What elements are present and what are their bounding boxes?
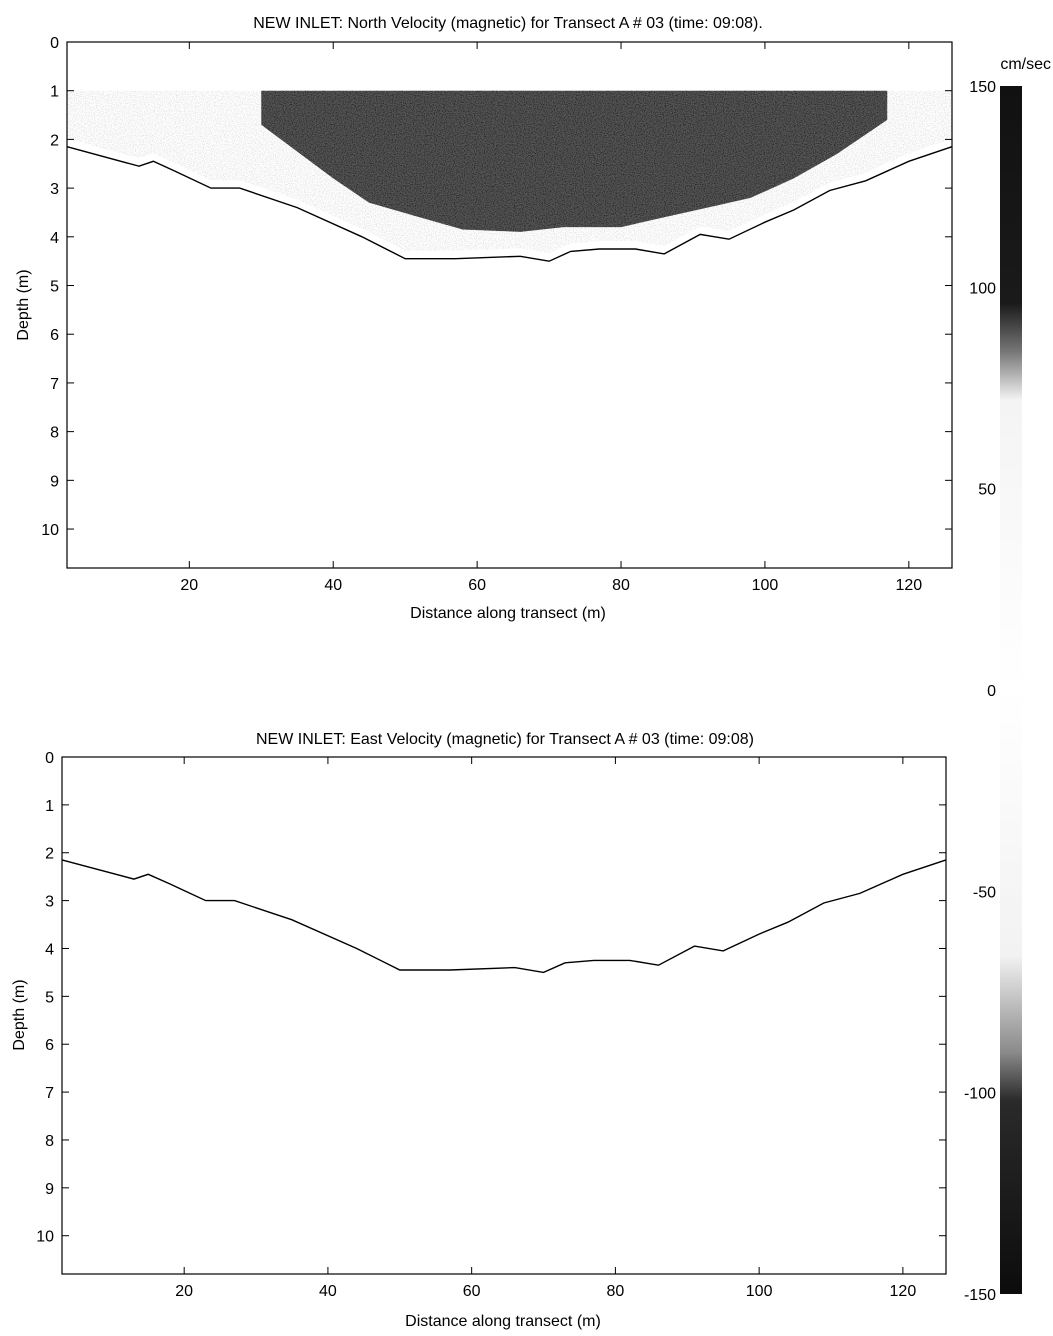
y-tick-label: 5 xyxy=(50,279,59,296)
velocity-field-core-fill xyxy=(261,90,888,232)
x-tick-label: 80 xyxy=(612,577,630,594)
chart-title: NEW INLET: North Velocity (magnetic) for… xyxy=(253,15,763,32)
y-tick-label: 2 xyxy=(50,132,59,149)
y-tick-label: 3 xyxy=(50,181,59,198)
y-tick-label: 0 xyxy=(50,35,59,52)
y-tick-label: 8 xyxy=(50,425,59,442)
colorbar-tick-label: 150 xyxy=(969,79,996,96)
y-tick-label: 5 xyxy=(45,989,54,1006)
y-axis-label: Depth (m) xyxy=(15,269,32,340)
y-tick-label: 1 xyxy=(45,798,54,815)
chart-title: NEW INLET: East Velocity (magnetic) for … xyxy=(256,731,754,748)
y-tick-label: 10 xyxy=(36,1229,54,1246)
x-tick-label: 60 xyxy=(463,1283,481,1300)
x-tick-label: 60 xyxy=(468,577,486,594)
x-tick-label: 120 xyxy=(895,577,922,594)
x-tick-label: 100 xyxy=(752,577,779,594)
x-tick-label: 20 xyxy=(180,577,198,594)
y-tick-label: 1 xyxy=(50,84,59,101)
y-tick-label: 2 xyxy=(45,846,54,863)
x-tick-label: 40 xyxy=(324,577,342,594)
x-tick-label: 20 xyxy=(175,1283,193,1300)
x-axis-label: Distance along transect (m) xyxy=(410,605,606,622)
y-tick-label: 9 xyxy=(50,473,59,490)
x-tick-label: 40 xyxy=(319,1283,337,1300)
y-tick-label: 6 xyxy=(50,327,59,344)
colorbar-unit: cm/sec xyxy=(1000,56,1051,73)
colorbar-tick-label: -50 xyxy=(973,884,996,901)
y-tick-label: 8 xyxy=(45,1133,54,1150)
y-axis-ticks: 0 1 2 3 4 5 6 7 8 9 10 xyxy=(41,35,952,539)
y-tick-label: 4 xyxy=(45,941,54,958)
velocity-field xyxy=(67,90,952,254)
y-tick-label: 0 xyxy=(45,750,54,767)
colorbar-gradient xyxy=(1000,86,1022,1294)
colorbar: cm/sec 150 100 50 0 -50 -100 -150 xyxy=(964,56,1051,1304)
colorbar-tick-label: 100 xyxy=(969,280,996,297)
x-tick-label: 80 xyxy=(606,1283,624,1300)
colorbar-tick-label: -150 xyxy=(964,1287,996,1304)
y-tick-label: 10 xyxy=(41,522,59,539)
bottom-profile-line xyxy=(61,859,947,974)
colorbar-tick-label: 0 xyxy=(987,683,996,700)
y-axis-label: Depth (m) xyxy=(11,979,28,1050)
x-axis-ticks: 20 40 60 80 100 120 xyxy=(180,42,922,594)
y-tick-label: 3 xyxy=(45,894,54,911)
y-tick-label: 4 xyxy=(50,230,59,247)
colorbar-tick-label: -100 xyxy=(964,1086,996,1103)
y-tick-label: 7 xyxy=(50,376,59,393)
x-axis-ticks: 20 40 60 80 100 120 xyxy=(175,757,916,1300)
x-tick-label: 120 xyxy=(890,1283,917,1300)
plot-frame xyxy=(61,756,947,1275)
y-tick-label: 9 xyxy=(45,1181,54,1198)
y-tick-label: 7 xyxy=(45,1085,54,1102)
north-velocity-panel: NEW INLET: North Velocity (magnetic) for… xyxy=(15,15,953,622)
y-tick-label: 6 xyxy=(45,1037,54,1054)
plot-frame xyxy=(66,41,953,569)
x-tick-label: 100 xyxy=(746,1283,773,1300)
colorbar-tick-label: 50 xyxy=(978,482,996,499)
x-axis-label: Distance along transect (m) xyxy=(405,1313,601,1330)
y-axis-ticks: 0 1 2 3 4 5 6 7 8 9 10 xyxy=(36,750,946,1246)
east-velocity-panel: NEW INLET: East Velocity (magnetic) for … xyxy=(11,731,947,1330)
bottom-profile-line xyxy=(66,146,953,262)
colorbar-ticks: 150 100 50 0 -50 -100 -150 xyxy=(964,79,996,1304)
